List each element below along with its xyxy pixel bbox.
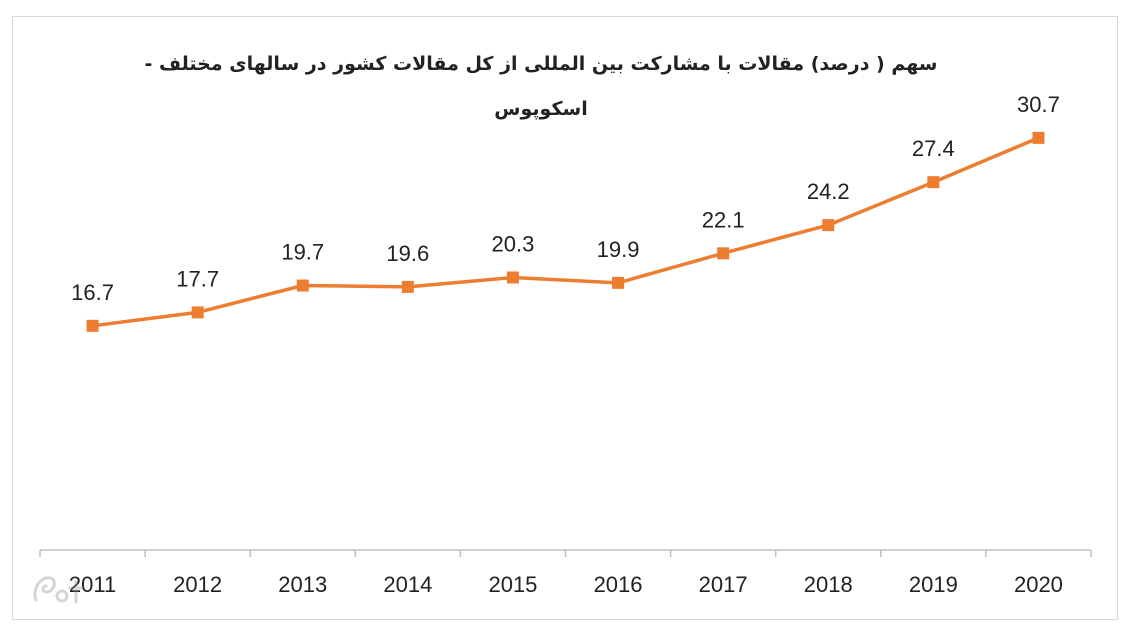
chart-title-line-2: اسکوپوس [494,98,587,120]
data-label: 19.7 [281,240,324,265]
data-point-marker [927,176,940,189]
x-tick-label: 2011 [69,572,116,597]
x-tick-label: 2012 [173,572,222,597]
chart-title-line-1: سهم ( درصد) مقالات با مشارکت بین المللی … [145,53,938,75]
data-point-marker [191,306,204,319]
data-label: 27.4 [912,136,955,161]
data-point-marker [822,219,835,232]
chart-title: سهم ( درصد) مقالات با مشارکت بین المللی … [145,53,938,120]
watermark-logo-icon [28,570,88,610]
series-markers [86,131,1045,332]
line-chart: سهم ( درصد) مقالات با مشارکت بین المللی … [39,53,1092,597]
x-tick-label: 2014 [383,572,432,597]
x-tick-label: 2018 [804,572,853,597]
data-point-marker [612,276,625,289]
data-point-marker [506,271,519,284]
series-line-group [92,136,1040,328]
data-point-marker [1032,131,1045,144]
data-point-marker [717,247,730,260]
data-label: 22.1 [702,207,745,232]
data-point-marker [296,279,309,292]
x-tick-label: 2016 [594,572,643,597]
data-label: 24.2 [807,179,850,204]
x-tick-label: 2015 [488,572,537,597]
data-label: 19.9 [597,237,640,262]
x-tick-label: 2017 [699,572,748,597]
data-label: 20.3 [492,231,535,256]
x-tick-label: 2020 [1014,572,1063,597]
x-tick-label: 2019 [909,572,958,597]
data-labels: 16.7 17.7 19.7 19.6 20.3 19.9 22.1 24.2 27.4 30.7 [71,92,1060,305]
data-label: 19.6 [386,241,429,266]
data-label: 16.7 [71,280,114,305]
chart-frame: سهم ( درصد) مقالات با مشارکت بین المللی … [12,16,1118,620]
data-label: 30.7 [1017,92,1060,117]
data-point-marker [86,319,99,332]
x-tick-labels: 2011 2012 2013 2014 2015 2016 2017 2018 2019 2020 [69,572,1063,597]
data-label: 17.7 [176,266,219,291]
x-axis [39,549,1092,557]
x-tick-label: 2013 [278,572,327,597]
series-line [92,136,1040,328]
data-point-marker [401,280,414,293]
